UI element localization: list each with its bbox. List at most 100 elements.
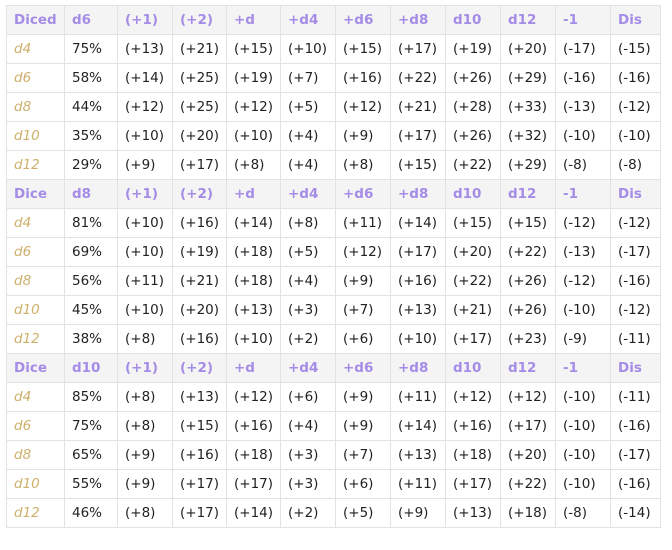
modifier-cell: (+16) bbox=[172, 440, 227, 470]
modifier-cell: (+2) bbox=[280, 498, 336, 528]
column-header: +d6 bbox=[335, 179, 391, 209]
modifier-cell: (+7) bbox=[280, 63, 336, 93]
modifier-cell: (+25) bbox=[172, 92, 227, 122]
column-header: (+2) bbox=[172, 5, 227, 35]
modifier-cell: (+9) bbox=[335, 121, 391, 151]
modifier-cell: (+17) bbox=[445, 469, 501, 499]
column-header: Dis bbox=[610, 353, 661, 383]
modifier-cell: (+16) bbox=[390, 266, 446, 296]
modifier-cell: (+9) bbox=[390, 498, 446, 528]
modifier-cell: (-16) bbox=[555, 63, 611, 93]
modifier-cell: (+16) bbox=[335, 63, 391, 93]
modifier-cell: (-12) bbox=[610, 92, 661, 122]
section-header-row: Dice d10 (+1) (+2) +d +d4 +d6 +d8 d10 d12 -1 Dis bbox=[6, 353, 661, 383]
section-header-row: Diced d6 (+1) (+2) +d +d4 +d6 +d8 d10 d12 -1 Dis bbox=[6, 5, 661, 35]
modifier-cell: (+7) bbox=[335, 440, 391, 470]
row-die-label: d4 bbox=[6, 208, 65, 238]
win-percent-cell: 45% bbox=[64, 295, 118, 325]
modifier-cell: (+8) bbox=[280, 208, 336, 238]
modifier-cell: (+8) bbox=[117, 498, 173, 528]
modifier-cell: (-11) bbox=[610, 324, 661, 354]
modifier-cell: (+17) bbox=[390, 121, 446, 151]
modifier-cell: (+12) bbox=[117, 92, 173, 122]
modifier-cell: (+9) bbox=[335, 411, 391, 441]
modifier-cell: (+21) bbox=[445, 295, 501, 325]
modifier-cell: (-9) bbox=[555, 324, 611, 354]
modifier-cell: (+9) bbox=[117, 150, 173, 180]
modifier-cell: (+10) bbox=[226, 324, 281, 354]
table-row: d4 81% (+10) (+16) (+14) (+8) (+11) (+14) (+15)(… bbox=[6, 208, 661, 238]
modifier-cell: (+8) bbox=[335, 150, 391, 180]
modifier-cell: (+26) bbox=[445, 63, 501, 93]
modifier-cell: (-8) bbox=[610, 150, 661, 180]
column-header: -1 bbox=[555, 179, 611, 209]
modifier-cell: (+20) bbox=[500, 440, 556, 470]
modifier-cell: (-10) bbox=[555, 121, 611, 151]
column-header: +d6 bbox=[335, 5, 391, 35]
modifier-cell: (-17) bbox=[610, 440, 661, 470]
row-die-label: d10 bbox=[6, 121, 65, 151]
modifier-cell: (+12) bbox=[226, 382, 281, 412]
modifier-cell: (+16) bbox=[445, 411, 501, 441]
header-base-die: d10 bbox=[64, 353, 118, 383]
modifier-cell: (+12) bbox=[226, 92, 281, 122]
modifier-cell: (-17) bbox=[555, 34, 611, 64]
modifier-cell: (+8) bbox=[117, 382, 173, 412]
modifier-cell: (+16) bbox=[226, 411, 281, 441]
modifier-cell: (+17) bbox=[445, 324, 501, 354]
header-base-die: d8 bbox=[64, 179, 118, 209]
modifier-cell: (+15) bbox=[390, 150, 446, 180]
modifier-cell: (+14) bbox=[226, 498, 281, 528]
modifier-cell: (+12) bbox=[445, 382, 501, 412]
modifier-cell: (+22) bbox=[445, 150, 501, 180]
modifier-cell: (+5) bbox=[280, 92, 336, 122]
table-row: d10 35% (+10) (+20) (+10) (+4) (+9) (+17) (+26)(… bbox=[6, 121, 661, 151]
row-die-label: d4 bbox=[6, 34, 65, 64]
modifier-cell: (+21) bbox=[390, 92, 446, 122]
table-row: d8 44% (+12) (+25) (+12) (+5) (+12) (+21) (+28)(… bbox=[6, 92, 661, 122]
modifier-cell: (+3) bbox=[280, 440, 336, 470]
row-die-label: d6 bbox=[6, 411, 65, 441]
modifier-cell: (+18) bbox=[226, 266, 281, 296]
modifier-cell: (-12) bbox=[610, 208, 661, 238]
modifier-cell: (+22) bbox=[500, 237, 556, 267]
modifier-cell: (+15) bbox=[445, 208, 501, 238]
header-row-label: Diced bbox=[6, 5, 65, 35]
column-header: (+1) bbox=[117, 353, 173, 383]
modifier-cell: (-8) bbox=[555, 150, 611, 180]
table-row: d6 58% (+14) (+25) (+19) (+7) (+16) (+22) (+26)(… bbox=[6, 63, 661, 93]
modifier-cell: (+15) bbox=[500, 208, 556, 238]
modifier-cell: (+7) bbox=[335, 295, 391, 325]
column-header: Dis bbox=[610, 5, 661, 35]
column-header: d12 bbox=[500, 5, 556, 35]
modifier-cell: (+8) bbox=[117, 411, 173, 441]
modifier-cell: (+17) bbox=[172, 469, 227, 499]
row-die-label: d8 bbox=[6, 266, 65, 296]
row-die-label: d12 bbox=[6, 498, 65, 528]
modifier-cell: (+9) bbox=[335, 382, 391, 412]
column-header: d12 bbox=[500, 353, 556, 383]
table-row: d10 55% (+9) (+17) (+17) (+3) (+6) (+11) (+17) (+… bbox=[6, 469, 661, 499]
modifier-cell: (-10) bbox=[555, 295, 611, 325]
modifier-cell: (+4) bbox=[280, 121, 336, 151]
modifier-cell: (+11) bbox=[390, 382, 446, 412]
modifier-cell: (-11) bbox=[610, 382, 661, 412]
modifier-cell: (+29) bbox=[500, 150, 556, 180]
table-row: d12 38% (+8) (+16) (+10) (+2) (+6) (+10) (+17) (+… bbox=[6, 324, 661, 354]
column-header: -1 bbox=[555, 353, 611, 383]
modifier-cell: (+13) bbox=[226, 295, 281, 325]
table-row: d10 45% (+10) (+20) (+13) (+3) (+7) (+13) (+21)(… bbox=[6, 295, 661, 325]
modifier-cell: (+18) bbox=[445, 440, 501, 470]
column-header: Dis bbox=[610, 179, 661, 209]
modifier-cell: (-12) bbox=[555, 266, 611, 296]
modifier-cell: (+22) bbox=[390, 63, 446, 93]
modifier-cell: (+15) bbox=[335, 34, 391, 64]
table-row: d6 75% (+8) (+15) (+16) (+4) (+9) (+14) (+16) (+1… bbox=[6, 411, 661, 441]
modifier-cell: (+14) bbox=[226, 208, 281, 238]
modifier-cell: (+15) bbox=[172, 411, 227, 441]
modifier-cell: (+17) bbox=[226, 469, 281, 499]
modifier-cell: (+10) bbox=[117, 237, 173, 267]
modifier-cell: (+33) bbox=[500, 92, 556, 122]
win-percent-cell: 29% bbox=[64, 150, 118, 180]
column-header: +d4 bbox=[280, 5, 336, 35]
